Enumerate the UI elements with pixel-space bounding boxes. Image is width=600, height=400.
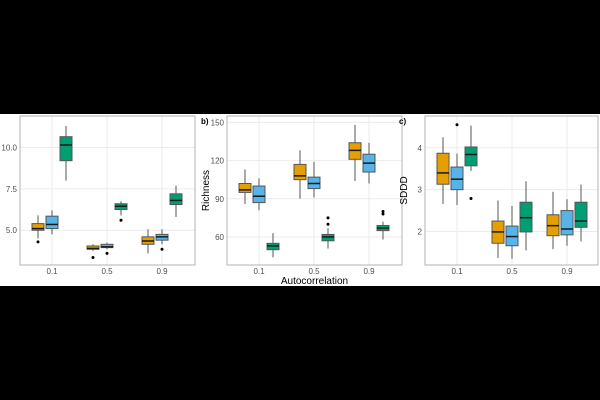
box-group	[86, 244, 100, 260]
box-group	[238, 169, 252, 204]
x-tick-label: 0.1	[46, 267, 58, 276]
box-group	[252, 178, 266, 211]
box-group	[348, 124, 362, 181]
box-outlier	[381, 210, 385, 214]
y-tick-label: 120	[211, 157, 225, 166]
y-axis-label: SDDD	[399, 176, 410, 204]
box-body	[59, 136, 73, 162]
box-body	[574, 201, 588, 228]
box-body	[169, 193, 183, 206]
y-tick-label: 90	[215, 195, 224, 204]
box-group	[436, 137, 450, 204]
panel-1: 60 90 120 150 0.1 0.5 0.9 b) Richness Autocorrela…	[201, 115, 403, 287]
figure-background	[0, 114, 600, 286]
x-tick-label: 0.9	[156, 267, 168, 276]
box-body	[238, 182, 252, 193]
box-outlier	[326, 222, 330, 226]
panel-border	[424, 115, 599, 266]
x-tick-label: 0.1	[451, 267, 463, 276]
panel-label: c)	[399, 117, 406, 126]
x-tick-label: 0.1	[253, 267, 265, 276]
box-outlier	[381, 212, 385, 216]
box-outlier	[36, 240, 40, 244]
box-body	[293, 163, 307, 181]
box-body	[560, 210, 574, 236]
y-axis-label: Richness	[201, 170, 212, 211]
box-group	[376, 210, 390, 240]
panel-border	[226, 115, 403, 266]
panel-2: 2 3 4 0.1 0.5 0.9 c) SDDD	[399, 115, 599, 276]
box-body	[464, 146, 478, 167]
box-group	[266, 233, 280, 258]
box-outlier	[326, 216, 330, 220]
box-body	[31, 223, 45, 231]
box-group	[293, 150, 307, 199]
box-body	[45, 215, 59, 230]
box-group	[141, 229, 155, 254]
x-tick-label: 0.5	[506, 267, 518, 276]
panel-border	[19, 115, 196, 266]
box-outlier	[160, 247, 164, 251]
box-outlier	[105, 251, 109, 255]
box-body	[252, 185, 266, 204]
box-group	[362, 142, 376, 184]
x-tick-label: 0.9	[363, 267, 375, 276]
y-tick-label: 2	[418, 228, 423, 237]
x-tick-label: 0.9	[561, 267, 573, 276]
x-axis-label: Autocorrelation	[281, 276, 348, 287]
box-group	[505, 205, 519, 259]
y-tick-label: 60	[215, 233, 224, 242]
y-tick-label: 3	[418, 186, 423, 195]
box-group	[307, 161, 321, 198]
box-group	[31, 215, 45, 244]
box-outlier	[469, 196, 473, 200]
box-group	[100, 242, 114, 255]
y-tick-label: 10.0	[1, 143, 17, 152]
box-body	[100, 243, 114, 249]
box-group	[45, 210, 59, 235]
y-tick-label: 5.0	[6, 226, 18, 235]
panel-0: 5.0 7.5 10.0 0.1 0.5 0.9	[1, 115, 196, 276]
y-tick-label: 150	[211, 118, 225, 127]
box-group	[464, 125, 478, 200]
box-outlier	[119, 218, 123, 222]
x-tick-label: 0.5	[101, 267, 113, 276]
y-tick-label: 7.5	[6, 185, 18, 194]
box-group	[519, 181, 533, 251]
box-group	[114, 201, 128, 222]
box-group	[491, 200, 505, 258]
panel-label: b)	[201, 117, 209, 126]
box-outlier	[91, 256, 95, 260]
box-group	[450, 123, 464, 206]
box-group	[560, 199, 574, 246]
x-tick-label: 0.5	[308, 267, 320, 276]
box-body	[450, 166, 464, 191]
box-body	[86, 245, 100, 250]
box-group	[59, 125, 73, 181]
box-group	[169, 185, 183, 217]
box-group	[321, 216, 335, 249]
box-group	[546, 191, 560, 250]
y-tick-label: 4	[418, 144, 423, 153]
box-group	[155, 229, 169, 251]
box-outlier	[455, 123, 459, 127]
box-body	[436, 152, 450, 185]
box-group	[574, 184, 588, 242]
